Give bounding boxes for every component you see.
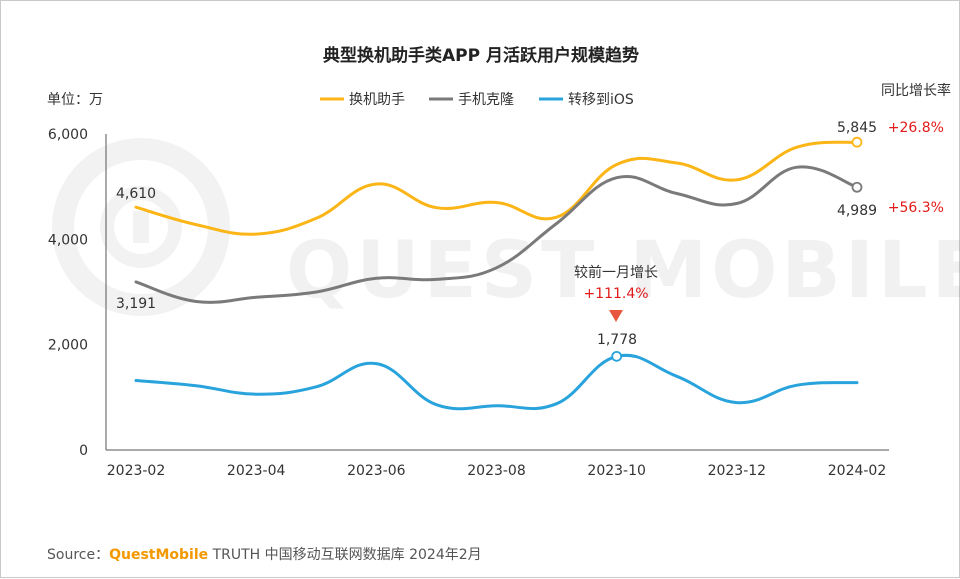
y-tick-labels: 0 2,000 4,000 6,000	[48, 127, 88, 459]
x-tick-label: 2023-02	[107, 463, 166, 479]
y-tick-label: 0	[79, 443, 88, 459]
growth-huanji: +26.8%	[888, 120, 944, 136]
x-tick-label: 2023-06	[347, 463, 406, 479]
legend: 换机助手 手机克隆 转移到iOS	[320, 91, 634, 108]
watermark-text: QUEST MOBILE	[286, 226, 960, 316]
series-line-ios	[134, 353, 859, 411]
markers-layer	[611, 136, 863, 362]
chart-title: 典型换机助手类APP 月活跃用户规模趋势	[323, 45, 639, 66]
legend-item-kelong: 手机克隆	[429, 92, 514, 108]
source-brand: QuestMobile	[109, 547, 209, 563]
legend-item-ios: 转移到iOS	[539, 92, 634, 108]
label-end-huanji: 5,845	[837, 120, 877, 136]
label-end-kelong: 4,989	[837, 203, 877, 219]
legend-label-huanji: 换机助手	[349, 91, 405, 108]
legend-label-ios: 转移到iOS	[568, 92, 634, 108]
x-tick-label: 2023-08	[467, 463, 526, 479]
x-tick-labels: 2023-02 2023-04 2023-06 2023-08 2023-10 2023-…	[107, 463, 887, 479]
annotation-text: 较前一月增长	[574, 264, 658, 281]
marker-ios	[611, 350, 623, 362]
marker-kelong	[851, 181, 863, 193]
x-tick-label: 2023-12	[708, 463, 767, 479]
source-suffix: TRUTH 中国移动互联网数据库 2024年2月	[208, 547, 482, 563]
watermark: QUEST MOBILE	[52, 138, 960, 316]
x-tick-label: 2023-04	[227, 463, 286, 479]
y-tick-label: 6,000	[48, 127, 88, 143]
series-line-kelong	[134, 165, 859, 304]
annotation-value: +111.4%	[583, 286, 648, 302]
unit-label: 单位：万	[47, 92, 103, 108]
growth-kelong: +56.3%	[888, 200, 944, 216]
source-prefix: Source：	[47, 547, 110, 563]
x-tick-label: 2023-10	[587, 463, 646, 479]
label-peak-ios: 1,778	[597, 332, 637, 348]
source-line: Source：QuestMobile TRUTH 中国移动互联网数据库 2024…	[47, 544, 482, 564]
y-tick-label: 4,000	[48, 232, 88, 248]
series-layer	[134, 140, 859, 411]
series-line-huanji	[134, 140, 859, 236]
growth-header: 同比增长率	[881, 82, 951, 99]
y-tick-label: 2,000	[48, 338, 88, 354]
x-tick-label: 2024-02	[828, 463, 887, 479]
label-start-kelong: 3,191	[116, 296, 156, 312]
legend-label-kelong: 手机克隆	[458, 92, 514, 108]
label-start-huanji: 4,610	[116, 186, 156, 202]
legend-item-huanji: 换机助手	[320, 91, 405, 108]
marker-huanji	[851, 136, 863, 148]
annotation-arrow-icon	[609, 310, 623, 322]
